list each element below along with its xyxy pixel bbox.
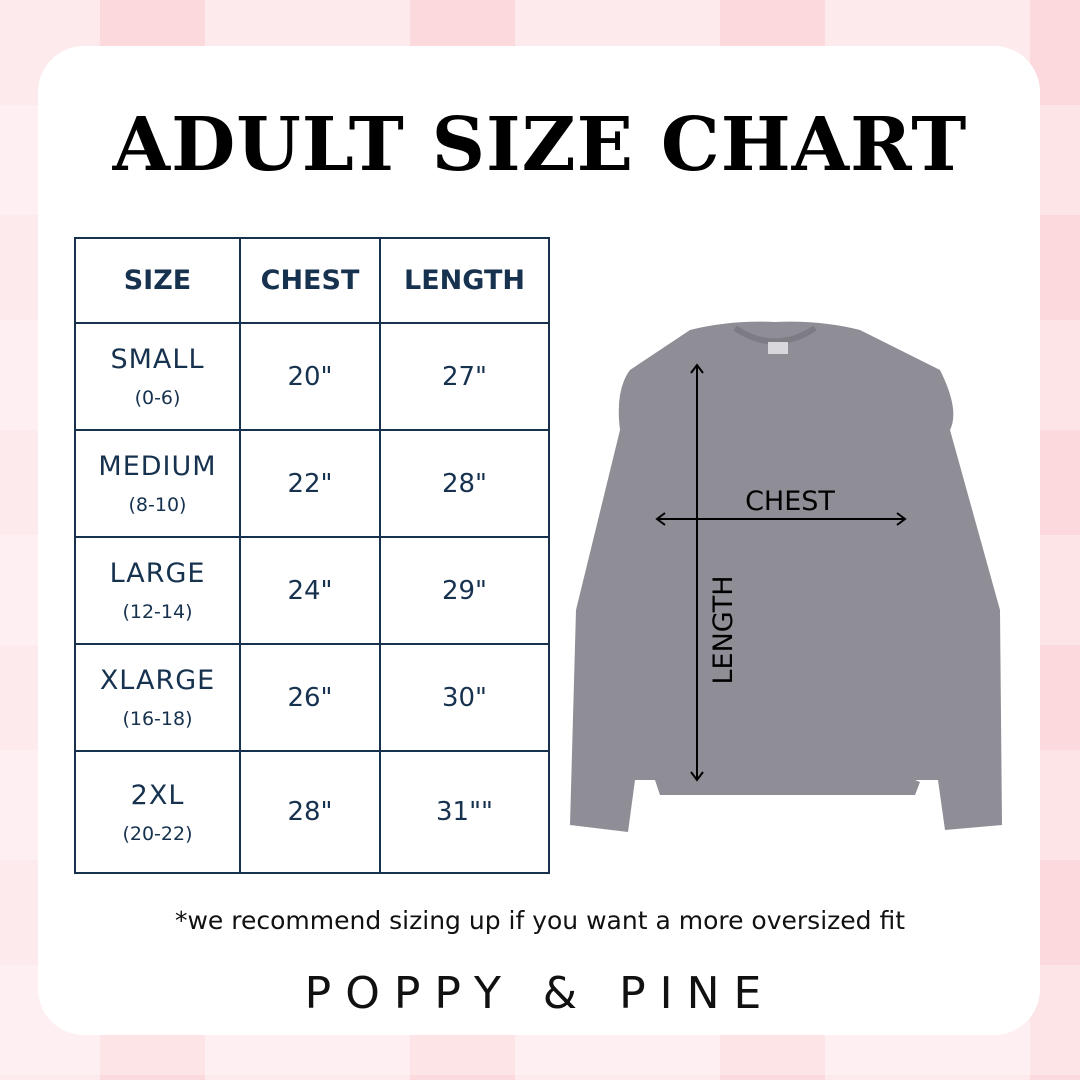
size-range: (0-6): [134, 387, 181, 409]
chest-cell: 24": [239, 536, 381, 645]
sweatshirt-diagram: CHEST LENGTH: [570, 321, 1002, 832]
size-range: (8-10): [128, 494, 187, 516]
table-row: SMALL (0-6) 20" 27": [74, 322, 550, 431]
table-row: XLARGE (16-18) 26" 30": [74, 643, 550, 752]
length-cell: 28": [379, 429, 550, 538]
table-row: MEDIUM (8-10) 22" 28": [74, 429, 550, 538]
size-table: SIZE CHEST LENGTH SMALL (0-6) 20" 27" MEDI…: [74, 237, 550, 874]
table-header-row: SIZE CHEST LENGTH: [74, 237, 550, 324]
length-cell: 29": [379, 536, 550, 645]
size-name: MEDIUM: [98, 451, 217, 482]
size-range: (12-14): [122, 601, 193, 623]
chest-cell: 22": [239, 429, 381, 538]
header-chest: CHEST: [239, 237, 381, 324]
brand-name: POPPY & PINE: [304, 968, 776, 1019]
size-cell: MEDIUM (8-10): [74, 429, 241, 538]
size-cell: XLARGE (16-18): [74, 643, 241, 752]
chest-cell: 26": [239, 643, 381, 752]
page-title: ADULT SIZE CHART: [112, 102, 968, 188]
size-name: 2XL: [130, 779, 185, 811]
sweatshirt-image: [570, 321, 1002, 832]
table-row: LARGE (12-14) 24" 29": [74, 536, 550, 645]
size-cell: SMALL (0-6): [74, 322, 241, 431]
chest-cell: 28": [239, 750, 381, 874]
chest-label: CHEST: [745, 486, 835, 517]
length-cell: 30": [379, 643, 550, 752]
length-cell: 27": [379, 322, 550, 431]
size-name: LARGE: [109, 558, 206, 589]
header-length: LENGTH: [379, 237, 550, 324]
size-name: SMALL: [110, 344, 205, 375]
chest-cell: 20": [239, 322, 381, 431]
sizing-note: *we recommend sizing up if you want a mo…: [174, 906, 906, 935]
size-cell: LARGE (12-14): [74, 536, 241, 645]
size-name: XLARGE: [99, 665, 216, 696]
length-label: LENGTH: [708, 575, 739, 684]
length-cell: 31"": [379, 750, 550, 874]
table-row: 2XL (20-22) 28" 31"": [74, 750, 550, 874]
size-range: (16-18): [122, 708, 193, 730]
size-range: (20-22): [122, 822, 193, 845]
size-cell: 2XL (20-22): [74, 750, 241, 874]
header-size: SIZE: [74, 237, 241, 324]
